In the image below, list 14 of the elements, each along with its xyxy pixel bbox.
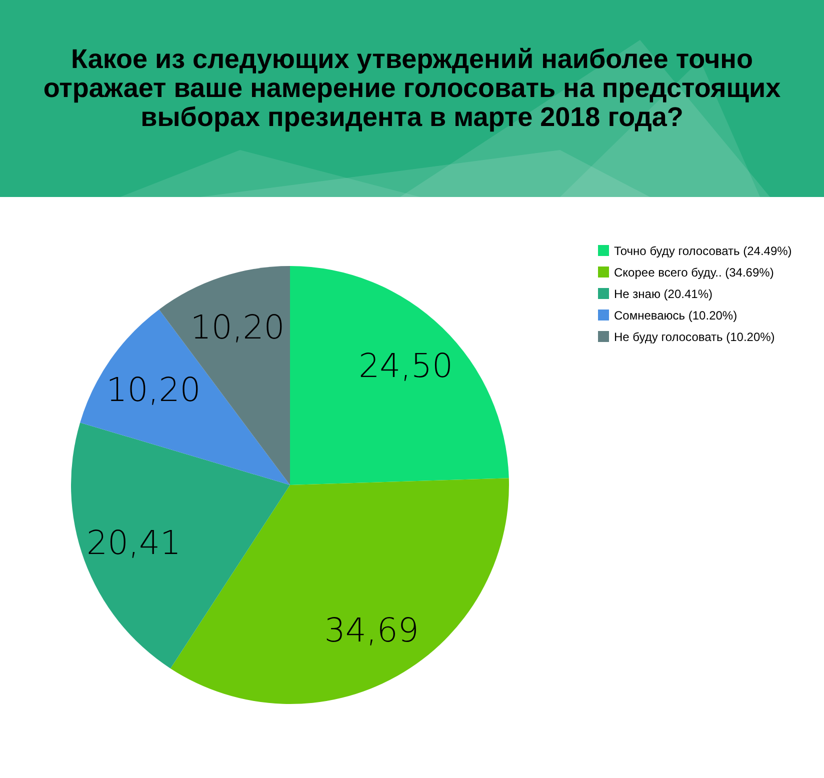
pie-slice (80, 309, 290, 485)
chart-title: Какое из следующих утверждений наиболее точно отражает ваше намерение голосовать на предстоящих выборах президента в марте 2018 года? (43, 44, 781, 132)
legend-label: Скорее всего буду.. (34.69%) (614, 266, 774, 280)
legend-label: Сомневаюсь (10.20%) (614, 308, 738, 322)
data-label: 10,20 (190, 308, 285, 347)
pie-slice (290, 266, 509, 485)
data-label: 24,50 (358, 346, 454, 385)
legend-label: Точно буду голосовать (24.49%) (614, 244, 792, 258)
data-label: 10,20 (106, 370, 201, 410)
data-label: 20,41 (86, 522, 182, 562)
pie-slice (71, 422, 290, 668)
legend-label: Не буду голосовать (10.20%) (614, 330, 775, 344)
data-label: 34,69 (324, 610, 419, 650)
legend-label: Не знаю (20.41%) (614, 287, 713, 301)
